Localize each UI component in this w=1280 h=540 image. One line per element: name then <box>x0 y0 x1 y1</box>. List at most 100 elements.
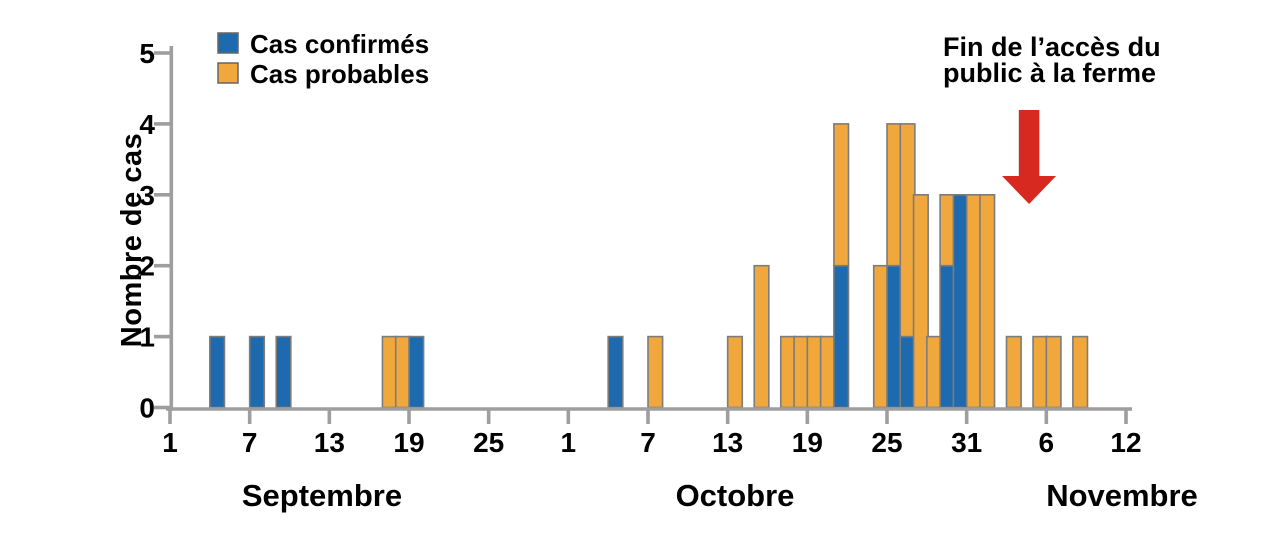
bar-segment-probable <box>647 335 664 409</box>
month-label: Septembre <box>242 478 402 513</box>
y-tick-label: 1 <box>139 322 155 353</box>
bar-segment-confirmed <box>952 194 969 409</box>
bar-segment-probable <box>899 123 916 338</box>
bar-group <box>779 335 797 409</box>
arrow-down-icon <box>1002 110 1057 204</box>
bar-group <box>209 335 226 409</box>
bar-segment-probable <box>793 335 810 409</box>
bar-segment-confirmed <box>209 335 226 409</box>
arrow-shaft <box>1018 110 1040 177</box>
x-tick-label: 31 <box>951 427 982 458</box>
x-tick-label: 25 <box>473 427 504 458</box>
bar-group <box>886 123 903 409</box>
bar-segment-confirmed <box>607 335 624 409</box>
bar-group <box>275 335 292 409</box>
annotation-line-2: public à la ferme <box>943 58 1156 88</box>
bar-group <box>381 335 398 409</box>
bar-segment-probable <box>926 335 943 409</box>
bar-segment-confirmed <box>833 264 850 409</box>
x-tick-label: 12 <box>1110 427 1141 458</box>
y-axis-title: Nombre de cas <box>116 133 148 347</box>
x-tick-label: 25 <box>871 427 902 458</box>
x-tick-label: 7 <box>640 427 656 458</box>
month-labels: Septembre Octobre Novembre <box>242 478 1198 513</box>
bar-segment-probable <box>912 194 929 409</box>
bar-group <box>1005 335 1022 409</box>
bar-group <box>872 264 890 409</box>
x-tick-label: 13 <box>712 427 743 458</box>
y-tick-label: 0 <box>139 393 155 424</box>
bar-segment-confirmed <box>275 335 292 409</box>
y-tick-label: 4 <box>139 109 155 140</box>
bar-group <box>1032 335 1049 409</box>
bar-segment-probable <box>979 194 996 409</box>
bar-segment-probable <box>1005 335 1022 409</box>
month-label: Octobre <box>676 478 795 513</box>
bar-group <box>394 335 412 409</box>
bar-group <box>952 194 969 409</box>
bar-segment-probable <box>1032 335 1049 409</box>
legend-label-probable: Cas probables <box>250 59 429 89</box>
bar-segment-probable <box>381 335 398 409</box>
bar-segment-probable <box>1072 335 1089 409</box>
bar-group <box>899 123 916 409</box>
bar-group <box>408 335 425 409</box>
bar-segment-confirmed <box>886 264 903 409</box>
arrow-head <box>1002 176 1057 204</box>
bar-group <box>926 335 943 409</box>
bar-segment-probable <box>872 264 890 409</box>
month-label: Novembre <box>1046 478 1198 513</box>
bar-segment-probable <box>806 335 823 409</box>
bar-group <box>1072 335 1089 409</box>
bar-segment-probable <box>939 194 956 267</box>
y-tick-label: 5 <box>139 38 155 69</box>
y-axis: 0 1 2 3 4 5 <box>139 38 174 424</box>
x-tick-label: 1 <box>561 427 577 458</box>
bar-segment-confirmed <box>899 335 916 409</box>
bar-segment-probable <box>819 335 837 409</box>
x-tick-label: 19 <box>393 427 424 458</box>
legend-swatch-confirmed <box>217 32 239 54</box>
bar-segment-probable <box>779 335 797 409</box>
bar-group <box>726 335 744 409</box>
bar-segment-probable <box>886 123 903 267</box>
bar-segment-confirmed <box>408 335 425 409</box>
bar-group <box>912 194 929 409</box>
bar-segment-confirmed <box>248 335 266 409</box>
legend: Cas confirmés Cas probables <box>217 29 429 89</box>
bar-segment-confirmed <box>939 264 956 409</box>
x-tick-label: 1 <box>162 427 178 458</box>
x-tick-label: 13 <box>314 427 345 458</box>
legend-label-confirmed: Cas confirmés <box>250 29 429 59</box>
bar-segment-probable <box>753 264 770 409</box>
y-tick-label: 2 <box>139 251 155 282</box>
bars <box>209 123 1089 409</box>
legend-swatch-probable <box>217 62 239 84</box>
annotation-farm-closure: Fin de l’accès du public à la ferme <box>943 32 1161 204</box>
bar-group <box>607 335 624 409</box>
bar-group <box>939 194 956 409</box>
bar-group <box>793 335 810 409</box>
bar-group <box>647 335 664 409</box>
x-tick-label: 7 <box>242 427 258 458</box>
x-ticks: 1 7 13 19 25 1 7 13 19 25 31 6 12 <box>162 409 1142 458</box>
bar-group <box>1045 335 1062 409</box>
bar-segment-probable <box>1045 335 1062 409</box>
annotation-line-1: Fin de l’accès du <box>943 32 1161 62</box>
bar-group <box>753 264 770 409</box>
bar-group <box>806 335 823 409</box>
bar-segment-probable <box>726 335 744 409</box>
y-tick-label: 3 <box>139 180 155 211</box>
bar-segment-probable <box>833 123 850 267</box>
x-tick-label: 6 <box>1039 427 1055 458</box>
bar-segment-probable <box>394 335 412 409</box>
bar-group <box>248 335 266 409</box>
bar-group <box>965 194 983 409</box>
bar-group <box>979 194 996 409</box>
bar-segment-probable <box>965 194 983 409</box>
x-tick-label: 19 <box>792 427 823 458</box>
bar-group <box>819 335 837 409</box>
bar-group <box>833 123 850 409</box>
